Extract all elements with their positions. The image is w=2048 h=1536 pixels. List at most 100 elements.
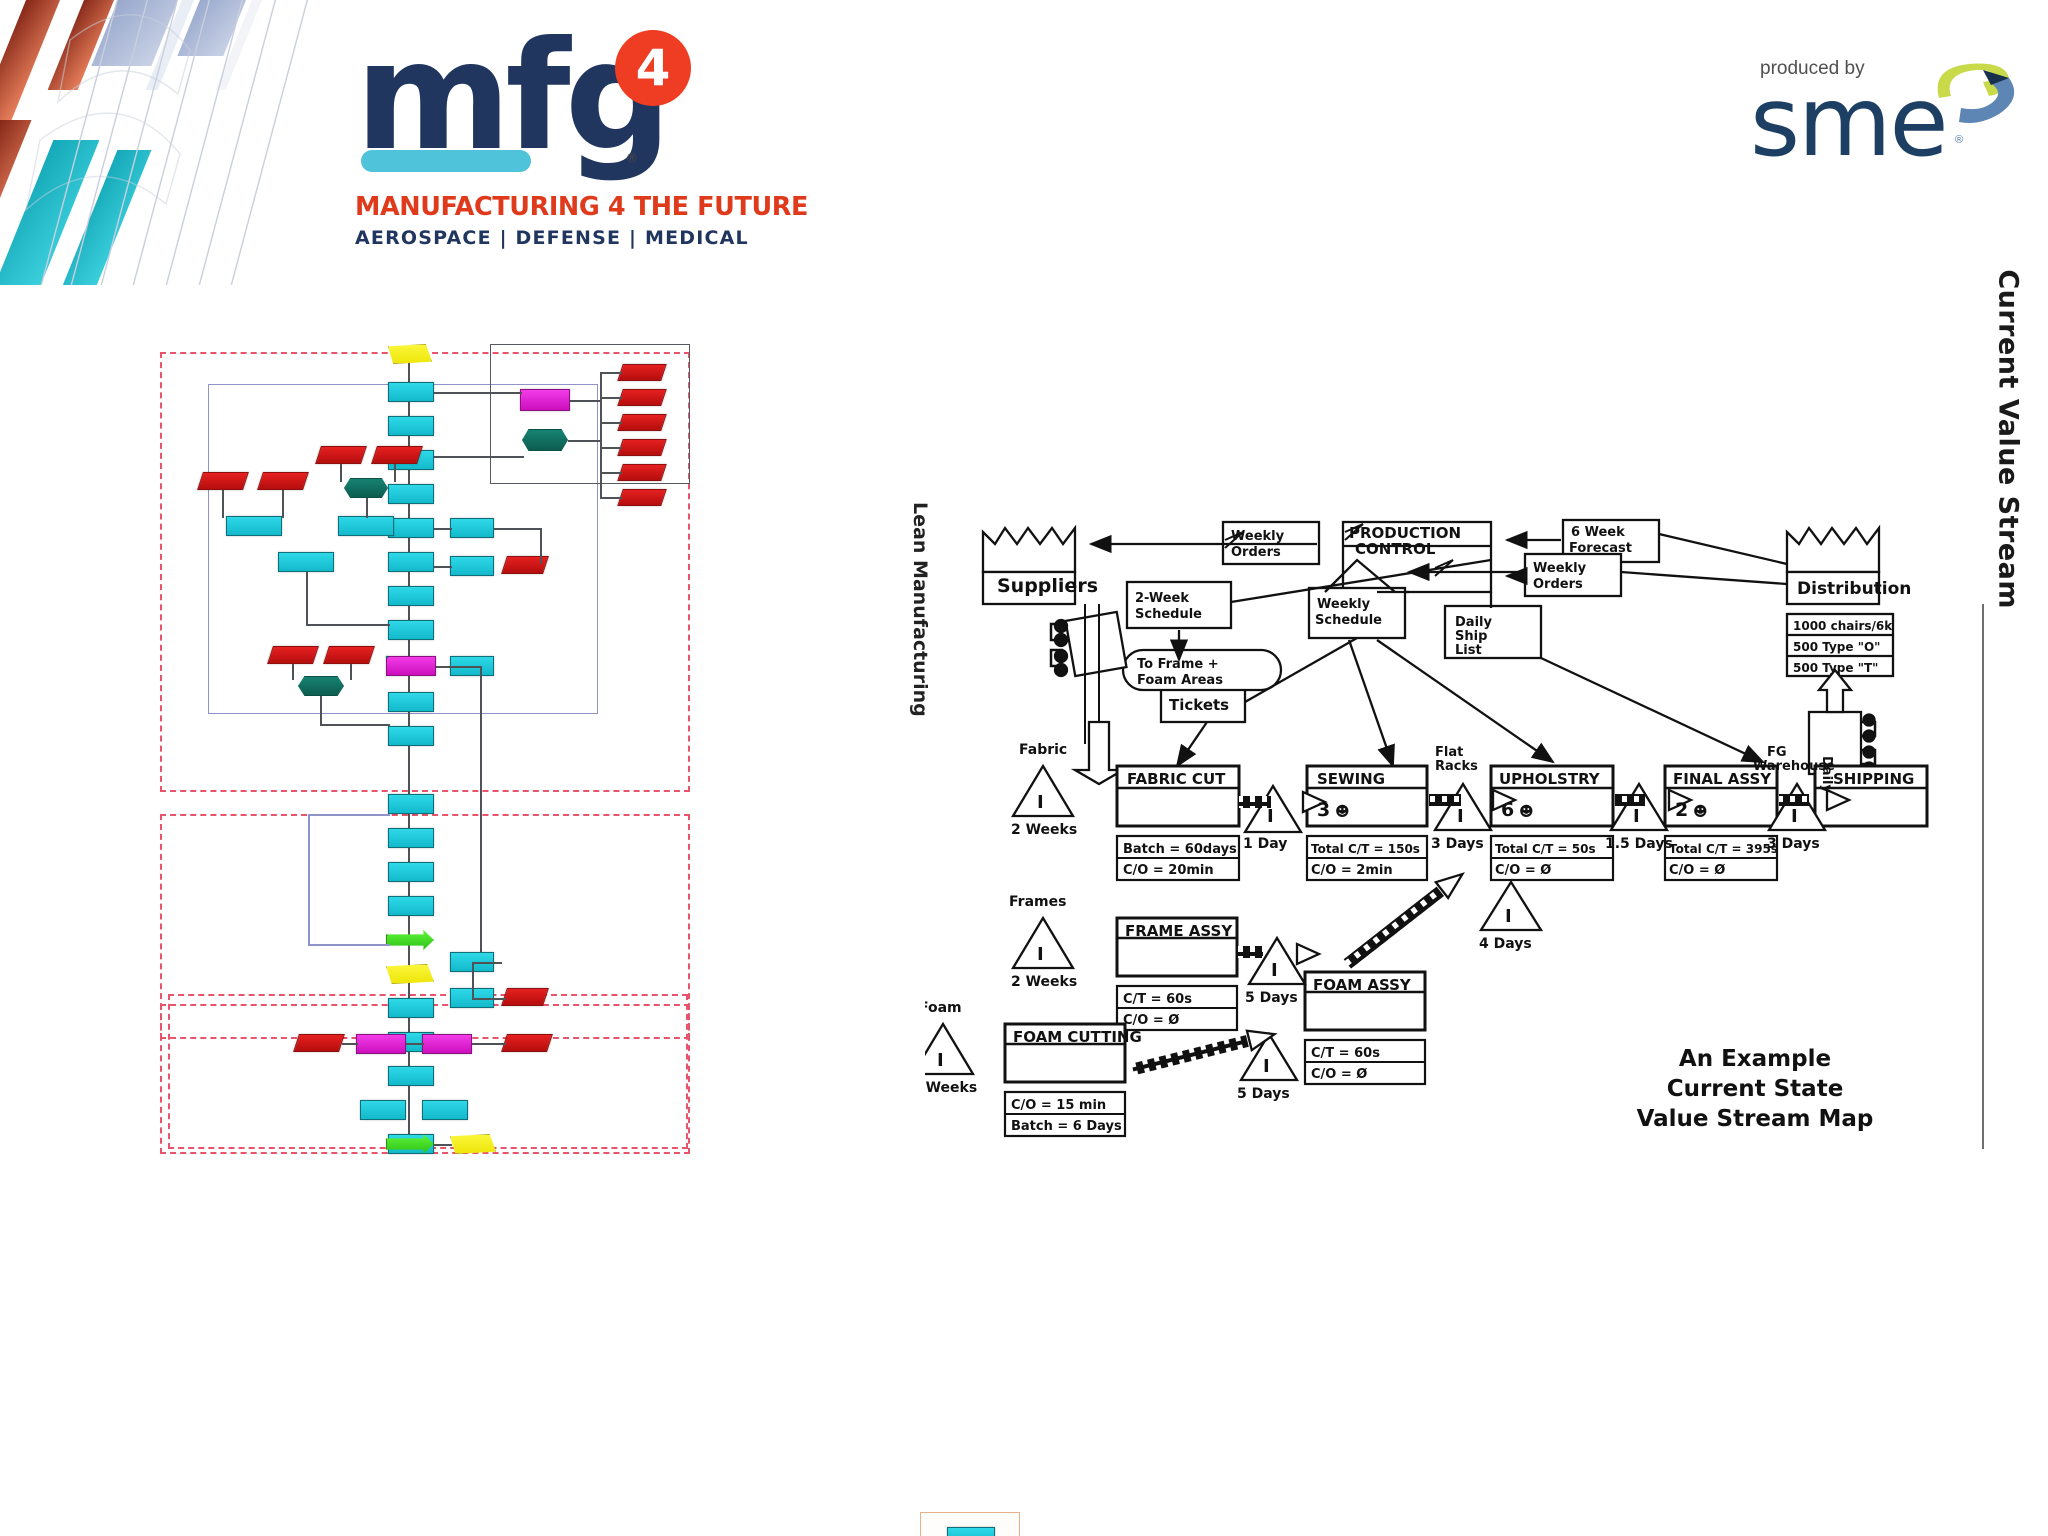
label-upholstry: UPHOLSTRY bbox=[1499, 770, 1601, 788]
vsm-caption-line-2: Current State bbox=[1666, 1076, 1844, 1102]
connector-return-top bbox=[436, 666, 482, 668]
arrow-daily-to-shipping bbox=[1540, 656, 1766, 764]
time-inv-frames: 2 Weeks bbox=[1011, 974, 1077, 990]
node-ref-2[interactable] bbox=[450, 1134, 496, 1154]
node-step-4[interactable] bbox=[388, 484, 434, 504]
node-subprocess-3[interactable] bbox=[356, 1034, 406, 1054]
vsm-title-divider bbox=[1982, 604, 1984, 1149]
node-step-24[interactable] bbox=[450, 518, 494, 538]
line-distribution-orders bbox=[1620, 570, 1788, 586]
node-decision-2[interactable] bbox=[344, 478, 388, 498]
node-step-19[interactable] bbox=[422, 1100, 468, 1120]
node-doc-10[interactable] bbox=[371, 446, 423, 464]
node-doc-9[interactable] bbox=[315, 446, 367, 464]
node-step-22[interactable] bbox=[338, 516, 394, 536]
time-inv-foam: 2 Weeks bbox=[925, 1080, 977, 1096]
label-foam-material: Foam bbox=[925, 1000, 962, 1016]
connector-sub2-bus bbox=[570, 400, 600, 402]
node-step-14[interactable] bbox=[388, 896, 434, 916]
vsm-caption-line-3: Value Stream Map bbox=[1636, 1106, 1874, 1132]
connector-27-right bbox=[472, 962, 502, 964]
node-step-8[interactable] bbox=[388, 620, 434, 640]
node-doc-1[interactable] bbox=[617, 364, 667, 381]
sme-swoosh-icon bbox=[1937, 63, 2015, 123]
node-decision-3[interactable] bbox=[298, 676, 344, 696]
connector-end-ref bbox=[434, 1144, 452, 1146]
connector-27-down bbox=[472, 962, 474, 998]
node-step-17[interactable] bbox=[388, 1066, 434, 1086]
node-doc-7[interactable] bbox=[197, 472, 249, 490]
svg-text:I: I bbox=[1271, 960, 1278, 981]
label-weekly-orders-right: Weekly bbox=[1533, 561, 1587, 576]
node-step-1[interactable] bbox=[388, 382, 434, 402]
node-step-18[interactable] bbox=[360, 1100, 406, 1120]
node-doc-8[interactable] bbox=[257, 472, 309, 490]
inventory-triangles bbox=[925, 763, 1828, 1082]
mfg4-badge: 4 bbox=[615, 30, 691, 106]
node-step-15[interactable] bbox=[388, 998, 434, 1018]
svg-text:Warehouse: Warehouse bbox=[1753, 759, 1835, 774]
connector-doc-2 bbox=[600, 397, 622, 399]
node-step-10[interactable] bbox=[388, 726, 434, 746]
svg-text:CONTROL: CONTROL bbox=[1355, 540, 1436, 558]
label-suppliers: Suppliers bbox=[997, 575, 1098, 597]
node-step-5[interactable] bbox=[388, 518, 434, 538]
value-stream-map: Lean Manufacturing Current Value Stream … bbox=[909, 269, 2030, 1204]
box-two-week-schedule bbox=[1125, 580, 1233, 630]
node-doc-6[interactable] bbox=[617, 489, 667, 506]
node-doc-13[interactable] bbox=[323, 646, 375, 664]
label-distribution: Distribution bbox=[1797, 579, 1911, 599]
connector-doc9 bbox=[340, 464, 342, 482]
svg-text:I: I bbox=[1457, 806, 1464, 827]
data-foamassy-1: C/T = 60s bbox=[1311, 1046, 1380, 1061]
node-subprocess-2[interactable] bbox=[520, 389, 570, 411]
node-step-25[interactable] bbox=[450, 556, 494, 576]
label-fabric-cut: FABRIC CUT bbox=[1127, 770, 1226, 788]
data-sewing-2: C/O = 2min bbox=[1311, 863, 1393, 878]
process-flow-diagram bbox=[160, 344, 1020, 1536]
line-weekly-to-tickets bbox=[1244, 637, 1358, 703]
node-start[interactable] bbox=[388, 344, 432, 364]
node-step-21[interactable] bbox=[226, 516, 282, 536]
connector-sub3-sub4 bbox=[406, 1043, 424, 1045]
node-doc-2[interactable] bbox=[617, 389, 667, 406]
node-step-13[interactable] bbox=[388, 862, 434, 882]
connector-dec3-spine bbox=[320, 724, 390, 726]
node-doc-4[interactable] bbox=[617, 439, 667, 456]
connector-doc8 bbox=[282, 490, 284, 518]
shipment-truck-inbound bbox=[1049, 610, 1128, 678]
connector-28-doc14 bbox=[472, 998, 506, 1000]
node-decision-1[interactable] bbox=[522, 429, 568, 451]
value-finalassy-operators: 2 bbox=[1675, 799, 1688, 821]
entity-distribution bbox=[1785, 524, 1881, 606]
node-doc-12[interactable] bbox=[267, 646, 319, 664]
node-doc-5[interactable] bbox=[617, 464, 667, 481]
node-subprocess-1[interactable] bbox=[386, 656, 436, 676]
node-step-9[interactable] bbox=[388, 692, 434, 712]
box-to-frame-foam bbox=[1121, 648, 1283, 692]
data-foamcutting-1: C/O = 15 min bbox=[1011, 1098, 1106, 1113]
svg-text:Ship: Ship bbox=[1455, 629, 1487, 644]
node-step-12[interactable] bbox=[388, 828, 434, 848]
produced-by-label: produced by bbox=[1760, 58, 1865, 79]
node-ref-1[interactable] bbox=[386, 964, 434, 984]
svg-text:I: I bbox=[1633, 806, 1640, 827]
sme-registered-mark: ® bbox=[1955, 134, 1964, 146]
svg-text:Schedule: Schedule bbox=[1315, 613, 1382, 628]
svg-text:☻: ☻ bbox=[1335, 804, 1350, 820]
time-wip-7: 5 Days bbox=[1237, 1086, 1290, 1102]
node-doc-3[interactable] bbox=[617, 414, 667, 431]
node-doc-16[interactable] bbox=[501, 1034, 553, 1052]
node-step-11[interactable] bbox=[388, 794, 434, 814]
node-doc-11[interactable] bbox=[501, 556, 549, 574]
node-step-2[interactable] bbox=[388, 416, 434, 436]
node-subprocess-4[interactable] bbox=[422, 1034, 472, 1054]
node-doc-14[interactable] bbox=[501, 988, 549, 1006]
connector-step23-spine bbox=[306, 624, 390, 626]
data-fabriccut-1: Batch = 60days bbox=[1123, 842, 1237, 857]
node-step-6[interactable] bbox=[388, 552, 434, 572]
process-final-assy bbox=[1663, 764, 1779, 882]
node-step-23[interactable] bbox=[278, 552, 334, 572]
node-doc-15[interactable] bbox=[293, 1034, 345, 1052]
node-step-7[interactable] bbox=[388, 586, 434, 606]
